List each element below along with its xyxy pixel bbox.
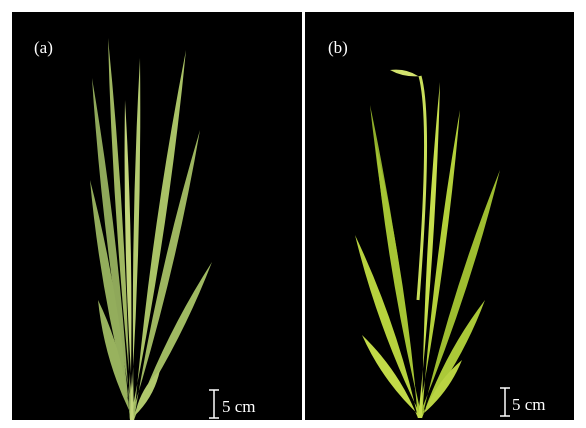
figure: (a) (b) 5 cm 5 cm (0, 0, 586, 428)
scale-label: 5 cm (512, 395, 546, 414)
scale-label: 5 cm (222, 397, 256, 416)
panel-label: (a) (34, 38, 53, 57)
panel-a (12, 12, 302, 420)
panel-label: (b) (328, 38, 348, 57)
